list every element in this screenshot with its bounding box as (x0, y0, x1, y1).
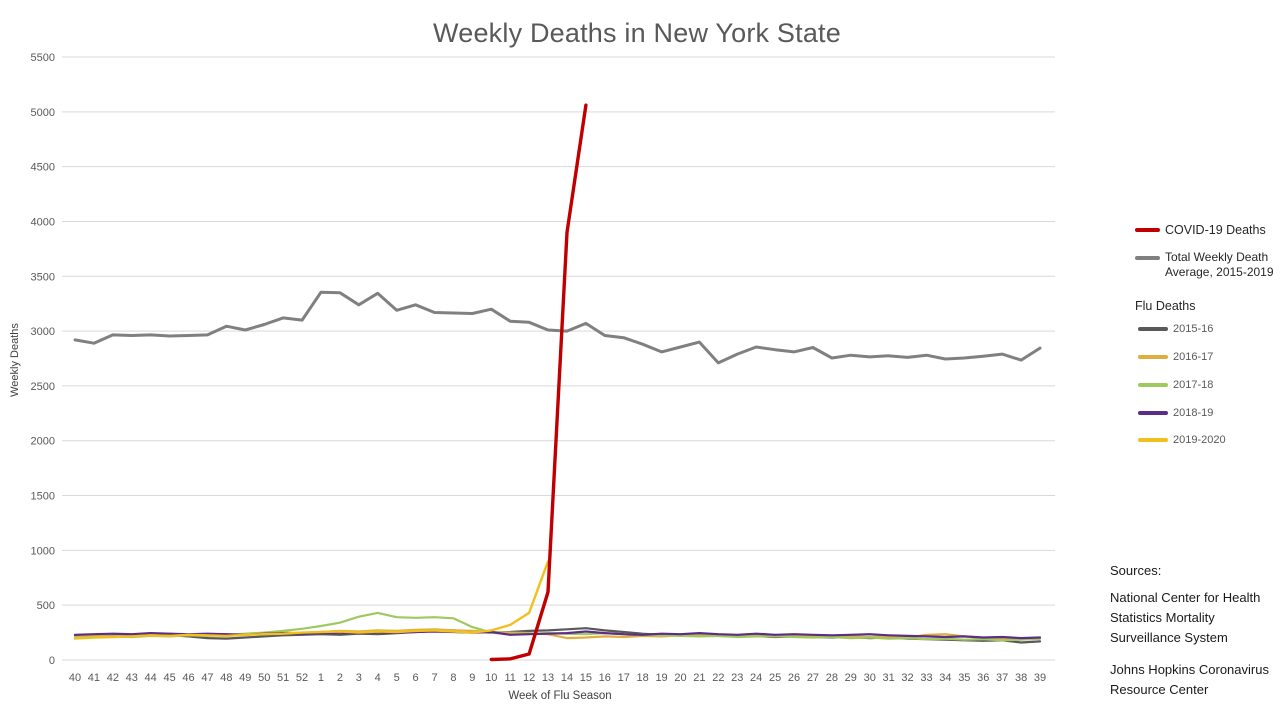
x-tick-label: 15 (580, 672, 592, 684)
y-tick-label: 5000 (31, 107, 55, 119)
legend-item-flu-2016-17: 2016-17 (1138, 351, 1213, 363)
x-tick-label: 32 (901, 672, 913, 684)
flu-2019-2020-line-swatch (1138, 438, 1168, 442)
y-tick-label: 4000 (31, 216, 55, 228)
x-tick-label: 17 (618, 672, 630, 684)
x-tick-label: 6 (413, 672, 419, 684)
flu-2017-18-line-swatch (1138, 383, 1168, 387)
x-tick-label: 46 (182, 672, 194, 684)
x-tick-label: 14 (561, 672, 573, 684)
x-tick-label: 25 (769, 672, 781, 684)
legend-item-covid: COVID-19 Deaths (1135, 223, 1266, 237)
x-tick-label: 31 (883, 672, 895, 684)
legend-item-flu-2017-18: 2017-18 (1138, 379, 1213, 391)
flu-2016-17-line-swatch (1138, 355, 1168, 359)
series-line-flu-deaths-2019-2020 (73, 560, 550, 640)
x-tick-label: 40 (69, 672, 81, 684)
x-tick-label: 5 (394, 672, 400, 684)
x-tick-label: 8 (450, 672, 456, 684)
x-tick-label: 22 (712, 672, 724, 684)
legend-flu-heading: Flu Deaths (1135, 299, 1196, 313)
x-tick-label: 33 (920, 672, 932, 684)
x-tick-label: 26 (788, 672, 800, 684)
flu-2018-19-line-swatch (1138, 411, 1168, 415)
x-axis-title: Week of Flu Season (508, 690, 612, 702)
x-tick-label: 21 (693, 672, 705, 684)
x-tick-label: 43 (126, 672, 138, 684)
legend-flu-2019-2020-label: 2019-2020 (1173, 434, 1226, 446)
x-tick-label: 18 (637, 672, 649, 684)
x-tick-label: 37 (996, 672, 1008, 684)
legend-flu-2018-19-label: 2018-19 (1173, 407, 1214, 419)
x-tick-label: 38 (1015, 672, 1027, 684)
source-item-jhu: Johns Hopkins Coronavirus Resource Cente… (1110, 662, 1269, 697)
legend-average-label-line2: Average, 2015-2019 (1165, 265, 1274, 279)
x-tick-label: 49 (239, 672, 251, 684)
average-line-swatch (1135, 256, 1160, 260)
x-tick-label: 4 (375, 672, 381, 684)
legend-item-average: Total Weekly Death Average, 2015-2019 (1135, 250, 1274, 280)
legend-flu-2015-16-label: 2015-16 (1173, 323, 1214, 335)
y-tick-label: 0 (49, 655, 55, 667)
series-line-covid-19-deaths (489, 103, 588, 662)
legend-flu-2017-18-label: 2017-18 (1173, 379, 1214, 391)
x-tick-label: 10 (485, 672, 497, 684)
flu-2015-16-line-swatch (1138, 327, 1168, 331)
legend-item-flu-2015-16: 2015-16 (1138, 323, 1213, 335)
x-tick-label: 1 (318, 672, 324, 684)
x-tick-label: 41 (88, 672, 100, 684)
x-tick-label: 36 (977, 672, 989, 684)
x-tick-label: 47 (201, 672, 213, 684)
x-tick-label: 13 (542, 672, 554, 684)
x-tick-label: 45 (163, 672, 175, 684)
sources-heading: Sources: (1110, 563, 1162, 578)
series-line-total-weekly-death-average-2015-2019 (73, 290, 1042, 365)
x-tick-label: 48 (220, 672, 232, 684)
legend-average-label-line1: Total Weekly Death (1165, 250, 1269, 264)
covid-line-swatch (1135, 228, 1160, 232)
legend-flu-2016-17-label: 2016-17 (1173, 351, 1214, 363)
x-tick-label: 30 (864, 672, 876, 684)
legend-covid-label: COVID-19 Deaths (1165, 223, 1266, 237)
legend-item-flu-2018-19: 2018-19 (1138, 407, 1213, 419)
x-tick-label: 35 (958, 672, 970, 684)
x-tick-label: 44 (145, 672, 157, 684)
x-tick-label: 20 (674, 672, 686, 684)
x-tick-label: 27 (807, 672, 819, 684)
x-tick-label: 11 (504, 672, 515, 684)
x-tick-label: 29 (845, 672, 857, 684)
x-tick-label: 42 (107, 672, 119, 684)
x-tick-label: 51 (277, 672, 289, 684)
x-tick-label: 2 (337, 672, 343, 684)
y-tick-label: 2500 (31, 381, 55, 393)
sources-block: Sources: National Center for Health Stat… (1110, 563, 1276, 712)
y-tick-label: 1000 (31, 545, 55, 557)
x-tick-label: 16 (599, 672, 611, 684)
x-tick-label: 12 (523, 672, 535, 684)
y-tick-label: 5500 (31, 52, 55, 64)
x-tick-label: 52 (296, 672, 308, 684)
x-tick-label: 9 (469, 672, 475, 684)
x-tick-label: 23 (731, 672, 743, 684)
y-tick-label: 3500 (31, 271, 55, 283)
y-tick-label: 2000 (31, 436, 55, 448)
x-tick-label: 3 (356, 672, 362, 684)
legend-item-flu-2019-2020: 2019-2020 (1138, 434, 1226, 446)
x-tick-label: 34 (939, 672, 951, 684)
legend-average-label: Total Weekly Death Average, 2015-2019 (1165, 250, 1274, 280)
y-tick-label: 500 (37, 600, 55, 612)
chart-title: Weekly Deaths in New York State (433, 18, 841, 48)
x-tick-label: 19 (655, 672, 667, 684)
y-tick-label: 4500 (31, 162, 55, 174)
x-tick-label: 39 (1034, 672, 1046, 684)
source-item-nchs: National Center for Health Statistics Mo… (1110, 590, 1261, 645)
x-tick-label: 24 (750, 672, 762, 684)
x-tick-label: 28 (826, 672, 838, 684)
y-tick-label: 1500 (31, 491, 55, 503)
x-tick-label: 50 (258, 672, 270, 684)
x-tick-label: 7 (431, 672, 437, 684)
y-tick-label: 3000 (31, 326, 55, 338)
